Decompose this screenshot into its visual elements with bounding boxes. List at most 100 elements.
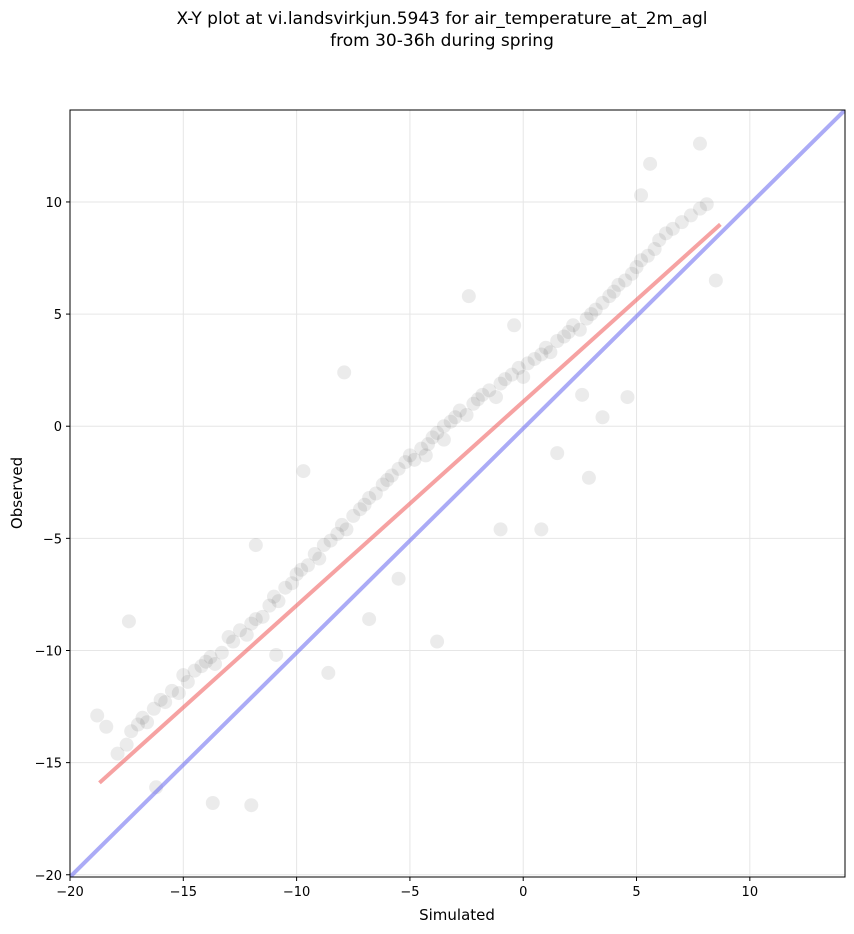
- x-tick-label: −10: [283, 885, 310, 900]
- scatter-point: [232, 623, 247, 638]
- scatter-point: [271, 594, 286, 609]
- scatter-point: [153, 692, 168, 707]
- scatter-point: [652, 233, 667, 248]
- scatter-point: [285, 576, 300, 591]
- scatter-point: [425, 430, 440, 445]
- plot-area: [70, 110, 845, 877]
- scatter-point: [475, 387, 490, 402]
- scatter-point: [643, 156, 658, 171]
- scatter-point: [244, 798, 259, 813]
- scatter-point: [266, 589, 281, 604]
- scatter-point: [334, 517, 349, 532]
- scatter-point: [346, 508, 361, 523]
- scatter-point: [171, 686, 186, 701]
- lines-layer: [70, 110, 845, 877]
- scatter-point: [130, 717, 145, 732]
- scatter-point: [330, 526, 345, 541]
- scatter-point: [543, 345, 558, 360]
- scatter-point: [353, 502, 368, 517]
- scatter-point: [606, 284, 621, 299]
- scatter-point: [380, 473, 395, 488]
- scatter-point: [239, 627, 254, 642]
- scatter-point: [262, 598, 277, 613]
- scatter-point: [708, 273, 723, 288]
- scatter-point: [368, 486, 383, 501]
- scatter-point: [498, 372, 513, 387]
- scatter-point: [307, 547, 322, 562]
- scatter-point: [357, 497, 372, 512]
- y-axis-ticks: −20 −15 −10 −5 0 5 10: [35, 196, 70, 884]
- scatter-point: [180, 674, 195, 689]
- red-line: [98, 222, 722, 785]
- scatter-point: [629, 259, 644, 274]
- scatter-point: [534, 347, 549, 362]
- scatter-point: [418, 448, 433, 463]
- scatter-point: [470, 392, 485, 407]
- scatter-point: [602, 289, 617, 304]
- scatter-point: [482, 383, 497, 398]
- scatter-point: [146, 701, 161, 716]
- x-tick-label: 0: [519, 885, 527, 900]
- scatter-point: [572, 322, 587, 337]
- scatter-point: [375, 477, 390, 492]
- scatter-point: [595, 410, 610, 425]
- scatter-point: [121, 614, 136, 629]
- scatter-point: [550, 333, 565, 348]
- scatter-point: [205, 795, 220, 810]
- scatter-point: [119, 737, 134, 752]
- scatter-point: [436, 419, 451, 434]
- scatter-point: [561, 325, 576, 340]
- scatter-point: [511, 360, 526, 375]
- scatter-point: [527, 351, 542, 366]
- scatter-point: [534, 522, 549, 537]
- scatter-point: [493, 522, 508, 537]
- scatter-point: [452, 403, 467, 418]
- scatter-point: [187, 663, 202, 678]
- scatter-point: [624, 266, 639, 281]
- y-tick-label: 10: [45, 196, 62, 211]
- scatter-point: [520, 356, 535, 371]
- scatter-point: [289, 567, 304, 582]
- scatter-point: [618, 273, 633, 288]
- scatter-point: [414, 441, 429, 456]
- scatter-point: [90, 708, 105, 723]
- scatter-point: [665, 221, 680, 236]
- scatter-point: [421, 437, 436, 452]
- x-tick-label: −15: [170, 885, 197, 900]
- scatter-point: [391, 571, 406, 586]
- scatter-point: [135, 710, 150, 725]
- scatter-point: [658, 226, 673, 241]
- scatter-point: [407, 452, 422, 467]
- scatter-point: [398, 455, 413, 470]
- scatter-point: [581, 470, 596, 485]
- scatter-point: [198, 654, 213, 669]
- scatter-point: [312, 551, 327, 566]
- x-tick-label: −20: [56, 885, 83, 900]
- scatter-point: [692, 136, 707, 151]
- scatter-point: [489, 390, 504, 405]
- scatter-point: [296, 464, 311, 479]
- scatter-point: [269, 647, 284, 662]
- y-tick-label: 5: [54, 308, 62, 323]
- scatter-point: [538, 340, 553, 355]
- scatter-point: [507, 318, 522, 333]
- scatter-point: [214, 645, 229, 660]
- scatter-point: [402, 448, 417, 463]
- scatter-point: [575, 387, 590, 402]
- scatter-point: [674, 215, 689, 230]
- scatter-point: [699, 197, 714, 212]
- grid: [69, 110, 845, 877]
- scatter-point: [158, 695, 173, 710]
- scatter-point: [221, 630, 236, 645]
- y-tick-label: 0: [54, 420, 62, 435]
- y-axis-label: Observed: [8, 457, 26, 529]
- x-tick-label: 10: [742, 885, 759, 900]
- scatter-point: [337, 365, 352, 380]
- scatter-point: [588, 302, 603, 317]
- scatter-point: [194, 659, 209, 674]
- chart-subtitle: from 30-36h during spring: [330, 31, 554, 51]
- scatter-point: [634, 253, 649, 268]
- scatter-point: [248, 538, 263, 553]
- scatter-point: [516, 369, 531, 384]
- scatter-point: [430, 634, 445, 649]
